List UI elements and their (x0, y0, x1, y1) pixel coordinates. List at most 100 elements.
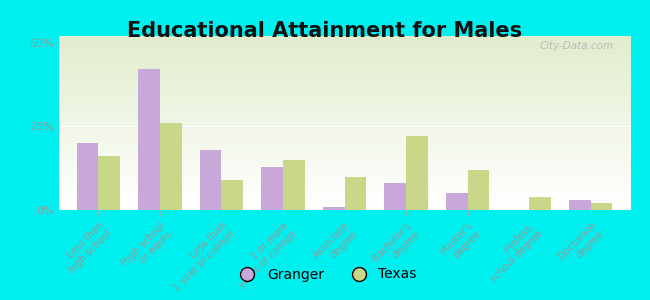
Bar (58, 79, 630, 80)
Bar (58, 145, 630, 146)
Bar (58, 157, 630, 158)
Bar (58, 111, 630, 112)
Bar (58, 192, 630, 193)
Bar (58, 64, 630, 65)
Bar (58, 197, 630, 198)
Bar (58, 105, 630, 106)
Bar (569, 200, 590, 210)
Text: Educational Attainment for Males: Educational Attainment for Males (127, 21, 523, 41)
Bar (58, 100, 630, 101)
Bar (58, 174, 630, 175)
Bar (58, 82, 630, 83)
Bar (58, 42, 630, 43)
Bar (58, 114, 630, 115)
Bar (58, 181, 630, 182)
Bar (58, 200, 630, 201)
Bar (58, 94, 630, 95)
Bar (58, 71, 630, 72)
Bar (58, 58, 630, 59)
Bar (58, 161, 630, 162)
Bar (58, 124, 630, 125)
Bar (58, 55, 630, 56)
Bar (58, 51, 630, 52)
Bar (58, 117, 630, 118)
Bar (58, 59, 630, 60)
Bar (58, 106, 630, 107)
Bar (467, 170, 489, 210)
Bar (58, 156, 630, 157)
Bar (58, 36, 630, 37)
Text: City-Data.com: City-Data.com (540, 41, 614, 51)
Bar (385, 183, 406, 210)
Bar (58, 207, 630, 208)
Bar (58, 47, 630, 48)
Bar (222, 180, 243, 210)
Bar (58, 165, 630, 166)
Bar (58, 80, 630, 81)
Bar (58, 198, 630, 199)
Bar (58, 195, 630, 196)
Bar (58, 60, 630, 61)
Bar (58, 90, 630, 91)
Bar (58, 191, 630, 192)
Bar (58, 41, 630, 42)
Bar (58, 61, 630, 62)
Bar (58, 131, 630, 132)
Bar (58, 149, 630, 150)
Bar (58, 95, 630, 96)
Bar (58, 201, 630, 202)
Bar (58, 151, 630, 152)
Bar (58, 110, 630, 111)
Bar (58, 134, 630, 135)
Bar (58, 56, 630, 57)
Bar (58, 68, 630, 69)
Bar (58, 171, 630, 172)
Bar (58, 142, 630, 143)
Legend: Granger, Texas: Granger, Texas (228, 262, 422, 287)
Bar (58, 208, 630, 209)
Bar (58, 177, 630, 178)
Bar (58, 52, 630, 53)
Bar (58, 175, 630, 176)
Bar (58, 185, 630, 186)
Bar (58, 169, 630, 170)
Bar (58, 57, 630, 58)
Bar (58, 127, 630, 128)
Bar (58, 183, 630, 184)
Bar (58, 138, 630, 139)
Bar (58, 50, 630, 51)
Bar (58, 107, 630, 108)
Bar (58, 178, 630, 179)
Bar (58, 73, 630, 74)
Bar (58, 140, 630, 141)
Bar (58, 96, 630, 97)
Bar (77, 143, 99, 210)
Bar (58, 46, 630, 47)
Bar (58, 83, 630, 84)
Bar (58, 89, 630, 90)
Bar (58, 118, 630, 119)
Bar (58, 180, 630, 181)
Bar (58, 43, 630, 44)
Bar (200, 150, 222, 210)
Bar (58, 108, 630, 109)
Bar (58, 143, 630, 144)
Bar (58, 158, 630, 159)
Bar (58, 184, 630, 185)
Bar (58, 159, 630, 160)
Bar (58, 116, 630, 117)
Bar (58, 88, 630, 89)
Bar (58, 103, 630, 104)
Bar (58, 135, 630, 136)
Bar (58, 202, 630, 203)
Bar (58, 148, 630, 149)
Bar (58, 101, 630, 102)
Bar (58, 85, 630, 86)
Bar (58, 87, 630, 88)
Bar (58, 173, 630, 174)
Bar (58, 109, 630, 110)
Bar (58, 45, 630, 46)
Bar (58, 190, 630, 191)
Bar (58, 69, 630, 70)
Bar (58, 44, 630, 45)
